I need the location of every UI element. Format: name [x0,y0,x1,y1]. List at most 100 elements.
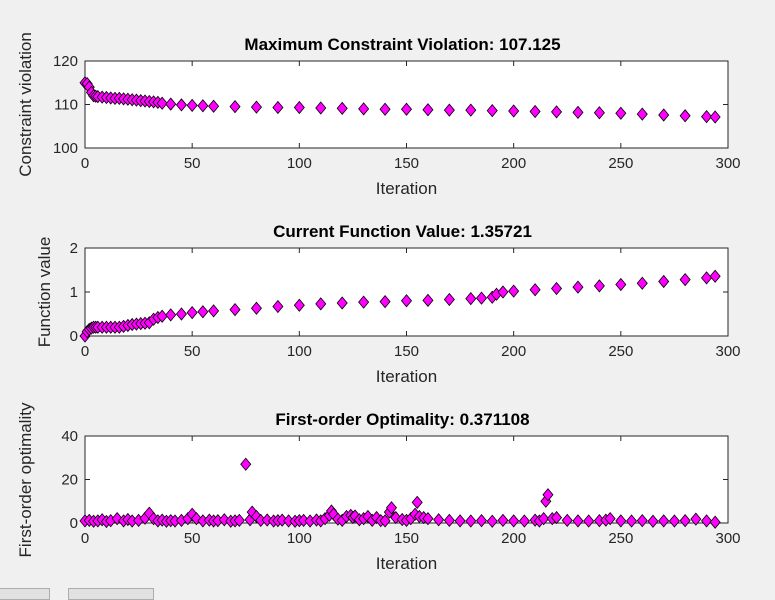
x-tick-label: 150 [394,530,419,547]
y-tick-label: 120 [53,53,78,70]
data-point [315,101,327,115]
y-tick-label: 0 [70,515,78,532]
data-point [658,274,670,289]
data-point [561,513,573,528]
x-tick-label: 300 [715,530,740,547]
y-tick-label: 1 [70,284,78,301]
data-point [250,100,262,114]
data-point [636,107,648,121]
x-tick-label: 200 [501,530,526,547]
data-point [604,512,616,526]
data-point [529,283,541,297]
y-axis-label: Function value [35,237,54,348]
toolbar-button-stop[interactable] [0,588,50,600]
data-point [572,514,584,528]
data-point [186,507,198,521]
chart-title: Maximum Constraint Violation: 107.125 [244,35,560,54]
data-point [422,512,434,526]
data-point [443,513,455,528]
plot-area [84,435,729,524]
data-point [701,514,713,528]
data-point [379,102,391,116]
data-point [165,97,177,111]
data-point [701,110,713,124]
data-point [583,514,595,528]
data-point [529,104,541,119]
toolbar-button-pause[interactable] [68,588,154,600]
data-point [411,495,423,509]
data-point [465,103,477,117]
data-point [615,514,627,528]
data-point [315,297,327,311]
x-tick-label: 100 [287,343,312,360]
chart-2: 0 50 100 150 200 250 300 0 1 2 Current Function Va… [35,222,741,386]
data-point [508,104,520,118]
data-point [709,110,721,124]
data-point [358,295,370,309]
data-point [518,514,530,528]
data-point [422,293,434,307]
data-point [572,105,584,119]
data-point [400,102,413,116]
data-point [572,280,584,294]
x-axis-label: Iteration [376,367,437,386]
y-tick-label: 2 [70,240,78,257]
x-tick-label: 0 [81,343,89,360]
x-tick-label: 150 [394,343,419,360]
data-point [272,299,284,314]
data-point [336,296,348,310]
data-point [433,513,445,527]
data-point [475,291,488,305]
data-point [165,308,177,322]
data-point [197,99,209,113]
plot-area [84,247,729,337]
data-point [156,96,168,110]
data-point [208,304,220,318]
y-tick-label: 0 [70,328,78,345]
x-tick-label: 100 [287,155,312,172]
data-point [636,276,648,290]
x-tick-label: 100 [287,530,312,547]
data-point [240,457,252,471]
data-point [261,513,273,527]
data-point [538,512,550,526]
data-point [508,284,520,298]
data-point [229,100,241,114]
data-point [475,513,488,528]
data-point [379,514,391,528]
data-point [390,510,402,525]
x-tick-label: 50 [184,530,201,547]
data-point [508,514,520,528]
x-tick-label: 200 [501,155,526,172]
y-tick-label: 40 [61,428,78,445]
data-point [486,103,498,118]
data-point [358,102,370,116]
data-point [175,307,187,321]
data-point [443,292,455,307]
data-point [593,279,605,293]
data-point [486,514,498,528]
x-tick-label: 0 [81,530,89,547]
x-tick-label: 0 [81,155,89,172]
data-point [465,514,477,528]
data-point [233,513,245,528]
data-point [443,103,455,117]
data-point [186,98,198,112]
data-point [626,514,638,528]
data-point [615,277,627,292]
data-point [593,106,605,120]
data-point [293,100,305,115]
chart-3: 0 50 100 150 200 250 300 0 20 40 First-order Optim… [16,402,741,573]
data-point [658,514,670,528]
x-axis-label: Iteration [376,179,437,198]
data-point [422,103,434,117]
x-tick-label: 250 [608,343,633,360]
y-axis-label: First-order optimality [16,402,35,557]
data-point [679,273,691,287]
data-point [551,510,563,525]
data-point [336,101,348,116]
data-point [400,294,413,308]
x-tick-label: 250 [608,155,633,172]
data-point [551,281,563,296]
data-point [497,285,509,299]
